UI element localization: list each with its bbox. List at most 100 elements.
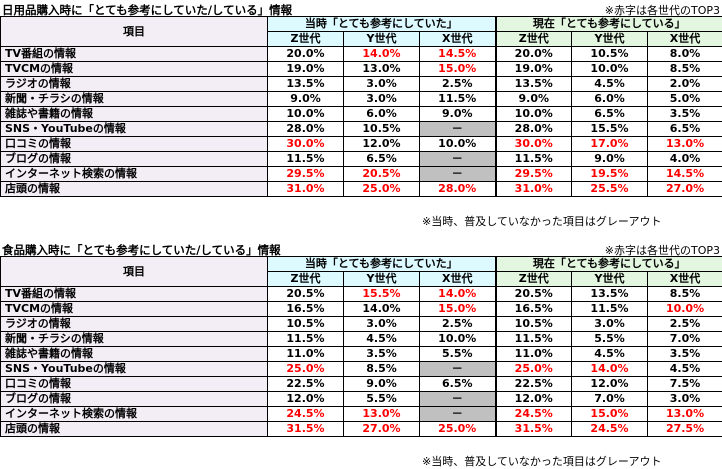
row-label: 雑誌や書籍の情報 xyxy=(0,346,268,362)
then-value-cell: 13.0% xyxy=(343,406,420,422)
then-value-cell: 12.0% xyxy=(343,136,420,152)
then-value-cell: 20.0% xyxy=(267,46,344,62)
then-value-cell: 4.5% xyxy=(343,331,420,347)
then-value-cell: 25.0% xyxy=(267,361,344,377)
now-value-cell: 3.0% xyxy=(647,391,722,407)
then-value-cell: 6.5% xyxy=(418,376,497,392)
then-value-cell: － xyxy=(418,406,497,422)
then-value-cell: 6.5% xyxy=(343,151,420,167)
now-value-cell: 4.5% xyxy=(647,361,722,377)
now-value-cell: 13.5% xyxy=(571,286,649,302)
now-value-cell: 10.0% xyxy=(494,106,573,122)
row-label: ラジオの情報 xyxy=(0,316,268,332)
then-value-cell: 14.5% xyxy=(418,46,497,62)
now-header: 現在「とても参考にしている」 xyxy=(494,256,722,272)
now-value-cell: 12.0% xyxy=(571,376,649,392)
then-value-cell: 3.0% xyxy=(343,316,420,332)
table-row: ラジオの情報 13.5% 3.0% 2.5% 13.5% 4.5% 2.0% xyxy=(0,76,722,92)
row-label: ブログの情報 xyxy=(0,151,268,167)
table-row: TVCMの情報 16.5% 14.0% 15.0% 16.5% 11.5% 10.0% xyxy=(0,301,722,317)
table-row: SNS・YouTubeの情報 28.0% 10.5% － 28.0% 15.5% 6.5% xyxy=(0,121,722,137)
now-value-cell: 14.5% xyxy=(647,166,722,182)
table-row: インターネット検索の情報 24.5% 13.0% － 24.5% 15.0% 13.0% xyxy=(0,406,722,422)
then-value-cell: 24.5% xyxy=(267,406,344,422)
now-value-cell: 19.5% xyxy=(571,166,649,182)
row-label: TVCMの情報 xyxy=(0,61,268,77)
table-row: 雑誌や書籍の情報 11.0% 3.5% 5.5% 11.0% 4.5% 3.5% xyxy=(0,346,722,362)
then-value-cell: 5.5% xyxy=(418,346,497,362)
data-table: 項目 当時「とても参考にしていた」 現在「とても参考にしている」 Z世代 Y世代 X世代 Z… xyxy=(0,256,722,437)
generation-header: Z世代 xyxy=(494,31,573,47)
then-value-cell: 22.5% xyxy=(267,376,344,392)
generation-header: X世代 xyxy=(647,31,722,47)
row-label: TV番組の情報 xyxy=(0,46,268,62)
now-value-cell: 25.0% xyxy=(494,361,573,377)
row-label: ブログの情報 xyxy=(0,391,268,407)
then-value-cell: 10.0% xyxy=(418,331,497,347)
now-value-cell: 2.0% xyxy=(647,76,722,92)
table-row: TVCMの情報 19.0% 13.0% 15.0% 19.0% 10.0% 8.5% xyxy=(0,61,722,77)
now-value-cell: 3.5% xyxy=(647,106,722,122)
row-label: 新聞・チラシの情報 xyxy=(0,331,268,347)
now-value-cell: 7.0% xyxy=(647,331,722,347)
table-row: ラジオの情報 10.5% 3.0% 2.5% 10.5% 3.0% 2.5% xyxy=(0,316,722,332)
then-value-cell: 30.0% xyxy=(267,136,344,152)
then-value-cell: 11.5% xyxy=(418,91,497,107)
then-value-cell: 20.5% xyxy=(343,166,420,182)
now-value-cell: 12.0% xyxy=(494,391,573,407)
generation-header: Z世代 xyxy=(267,31,344,47)
now-value-cell: 4.5% xyxy=(571,76,649,92)
then-value-cell: 13.0% xyxy=(343,61,420,77)
now-value-cell: 27.5% xyxy=(647,421,722,437)
then-value-cell: 14.0% xyxy=(418,286,497,302)
now-value-cell: 3.0% xyxy=(571,316,649,332)
section-title: 日用品購入時に「とても参考にしていた/している」情報 xyxy=(2,3,293,17)
then-value-cell: 31.5% xyxy=(267,421,344,437)
generation-header: Z世代 xyxy=(494,271,573,287)
now-value-cell: 8.0% xyxy=(647,46,722,62)
now-value-cell: 2.5% xyxy=(647,316,722,332)
then-value-cell: 11.5% xyxy=(267,151,344,167)
table-row: ブログの情報 11.5% 6.5% － 11.5% 9.0% 4.0% xyxy=(0,151,722,167)
now-value-cell: 7.5% xyxy=(647,376,722,392)
generation-header: X世代 xyxy=(418,271,497,287)
table-row: 新聞・チラシの情報 11.5% 4.5% 10.0% 11.5% 5.5% 7.0% xyxy=(0,331,722,347)
now-value-cell: 11.5% xyxy=(494,331,573,347)
then-value-cell: 15.5% xyxy=(343,286,420,302)
then-value-cell: 10.5% xyxy=(267,316,344,332)
now-value-cell: 13.0% xyxy=(647,136,722,152)
then-value-cell: 16.5% xyxy=(267,301,344,317)
table-row: 口コミの情報 30.0% 12.0% 10.0% 30.0% 17.0% 13.0% xyxy=(0,136,722,152)
row-label: インターネット検索の情報 xyxy=(0,406,268,422)
grayout-footnote: ※当時、普及していなかった項目はグレーアウト xyxy=(422,455,662,468)
then-value-cell: 10.5% xyxy=(343,121,420,137)
then-value-cell: 15.0% xyxy=(418,61,497,77)
item-header: 項目 xyxy=(0,256,268,287)
row-label: 新聞・チラシの情報 xyxy=(0,91,268,107)
now-value-cell: 22.5% xyxy=(494,376,573,392)
table-row: 口コミの情報 22.5% 9.0% 6.5% 22.5% 12.0% 7.5% xyxy=(0,376,722,392)
now-value-cell: 10.0% xyxy=(571,61,649,77)
row-label: 口コミの情報 xyxy=(0,136,268,152)
then-value-cell: 14.0% xyxy=(343,46,420,62)
now-value-cell: 11.5% xyxy=(571,301,649,317)
then-value-cell: － xyxy=(418,391,497,407)
now-value-cell: 13.0% xyxy=(647,406,722,422)
now-value-cell: 30.0% xyxy=(494,136,573,152)
generation-header: Y世代 xyxy=(343,271,420,287)
then-value-cell: 3.5% xyxy=(343,346,420,362)
then-value-cell: 2.5% xyxy=(418,76,497,92)
generation-header: X世代 xyxy=(418,31,497,47)
row-label: 雑誌や書籍の情報 xyxy=(0,106,268,122)
table-row: 店頭の情報 31.0% 25.0% 28.0% 31.0% 25.5% 27.0% xyxy=(0,181,722,197)
now-value-cell: 28.0% xyxy=(494,121,573,137)
generation-header: Z世代 xyxy=(267,271,344,287)
then-value-cell: 28.0% xyxy=(267,121,344,137)
now-value-cell: 31.5% xyxy=(494,421,573,437)
now-value-cell: 29.5% xyxy=(494,166,573,182)
now-value-cell: 9.0% xyxy=(571,151,649,167)
now-value-cell: 31.0% xyxy=(494,181,573,197)
now-value-cell: 8.5% xyxy=(647,61,722,77)
section-title: 食品購入時に「とても参考にしていた/している」情報 xyxy=(2,243,281,257)
now-value-cell: 9.0% xyxy=(494,91,573,107)
